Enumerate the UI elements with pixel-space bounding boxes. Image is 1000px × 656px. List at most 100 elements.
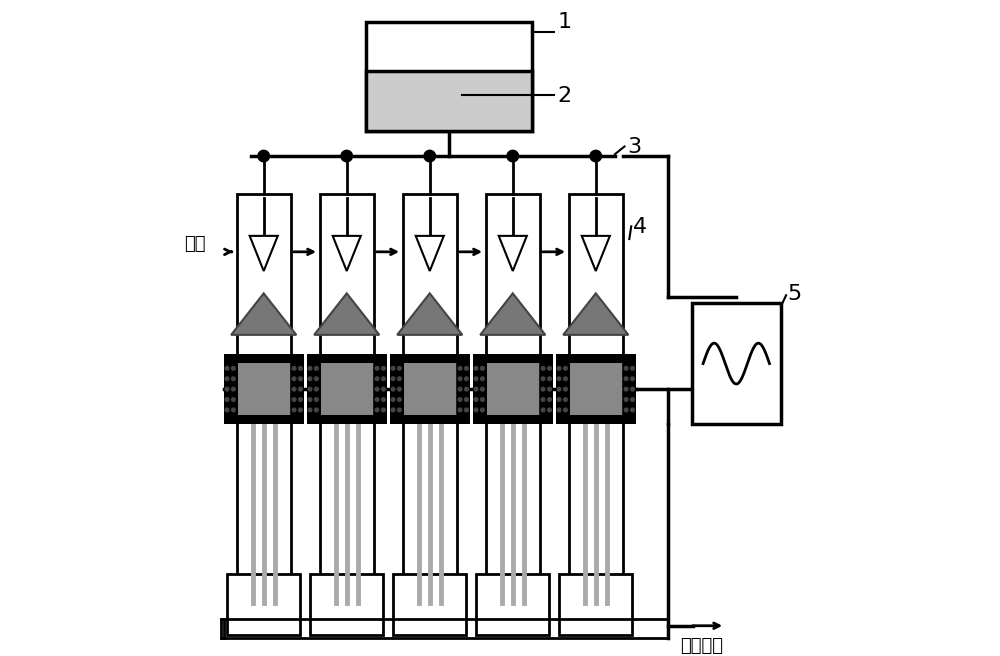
Circle shape (630, 366, 635, 371)
Bar (224, 354, 304, 363)
Circle shape (480, 397, 485, 402)
Circle shape (291, 386, 297, 392)
Polygon shape (314, 293, 379, 335)
Bar (374, 363, 387, 415)
Circle shape (231, 376, 236, 381)
Circle shape (547, 366, 552, 371)
Bar (540, 363, 553, 415)
Circle shape (314, 407, 319, 413)
Circle shape (390, 366, 396, 371)
Bar (487, 363, 539, 415)
Circle shape (557, 366, 562, 371)
Circle shape (291, 407, 297, 413)
Circle shape (307, 366, 313, 371)
Circle shape (381, 376, 386, 381)
Text: 5: 5 (787, 284, 802, 304)
Circle shape (381, 397, 386, 402)
Bar (403, 194, 457, 577)
Circle shape (473, 407, 479, 413)
Circle shape (224, 376, 230, 381)
Circle shape (397, 407, 402, 413)
Polygon shape (480, 293, 545, 335)
Circle shape (458, 397, 463, 402)
Circle shape (630, 376, 635, 381)
Circle shape (390, 407, 396, 413)
Bar (366, 22, 532, 131)
Circle shape (480, 366, 485, 371)
Circle shape (397, 376, 402, 381)
Bar (556, 354, 636, 363)
Circle shape (231, 397, 236, 402)
Circle shape (464, 397, 469, 402)
Circle shape (397, 397, 402, 402)
Circle shape (390, 386, 396, 392)
Circle shape (547, 407, 552, 413)
Circle shape (314, 397, 319, 402)
Circle shape (375, 407, 380, 413)
Bar (692, 303, 781, 424)
Circle shape (563, 386, 568, 392)
Bar (224, 415, 304, 424)
Circle shape (375, 376, 380, 381)
Bar (556, 415, 636, 424)
Bar (404, 363, 456, 415)
Circle shape (590, 150, 602, 162)
Circle shape (557, 407, 562, 413)
Circle shape (307, 376, 313, 381)
Circle shape (480, 407, 485, 413)
Bar (320, 194, 374, 577)
Circle shape (630, 407, 635, 413)
Circle shape (563, 376, 568, 381)
Circle shape (224, 386, 230, 392)
Bar (237, 194, 291, 577)
Circle shape (258, 150, 269, 162)
Circle shape (541, 407, 546, 413)
Circle shape (624, 407, 629, 413)
Circle shape (563, 366, 568, 371)
Circle shape (314, 386, 319, 392)
Polygon shape (231, 293, 296, 335)
Circle shape (231, 386, 236, 392)
Bar (307, 354, 387, 363)
Bar (390, 415, 470, 424)
Bar (390, 363, 403, 415)
Bar (227, 575, 300, 635)
Circle shape (298, 376, 303, 381)
Bar (390, 354, 470, 363)
Circle shape (473, 376, 479, 381)
Bar (570, 363, 622, 415)
Circle shape (224, 366, 230, 371)
Circle shape (630, 397, 635, 402)
Circle shape (298, 397, 303, 402)
Circle shape (624, 397, 629, 402)
Circle shape (397, 366, 402, 371)
Bar (486, 194, 540, 577)
Bar (559, 575, 632, 635)
Text: 2: 2 (557, 86, 572, 106)
Circle shape (624, 376, 629, 381)
Circle shape (547, 386, 552, 392)
Bar (321, 363, 373, 415)
Circle shape (464, 376, 469, 381)
Bar (307, 415, 387, 424)
Circle shape (563, 397, 568, 402)
Circle shape (390, 376, 396, 381)
Polygon shape (416, 236, 444, 271)
Circle shape (307, 386, 313, 392)
Bar (476, 575, 549, 635)
Circle shape (473, 366, 479, 371)
Polygon shape (333, 236, 361, 271)
Bar (224, 363, 237, 415)
Circle shape (541, 376, 546, 381)
Bar (556, 363, 569, 415)
Circle shape (547, 376, 552, 381)
Circle shape (390, 397, 396, 402)
Circle shape (547, 397, 552, 402)
Circle shape (231, 407, 236, 413)
Circle shape (480, 386, 485, 392)
Circle shape (307, 407, 313, 413)
Circle shape (314, 366, 319, 371)
Circle shape (464, 386, 469, 392)
Circle shape (298, 386, 303, 392)
Polygon shape (499, 236, 527, 271)
